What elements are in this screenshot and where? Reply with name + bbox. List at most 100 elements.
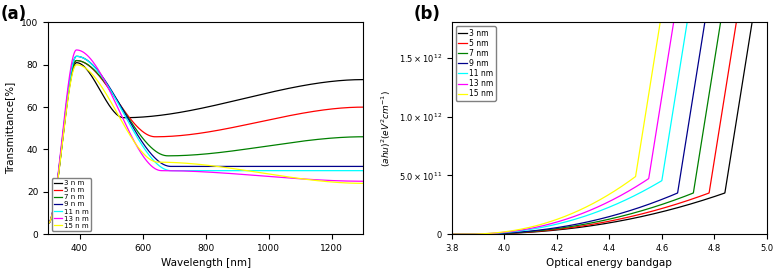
7 n m (72, 59, 81, 62)
Line: 13 nm: 13 nm (452, 16, 767, 234)
11 nm (753, 15, 763, 18)
15 nm (753, 15, 763, 18)
3 nm (762, 15, 771, 18)
13 nm (753, 15, 763, 18)
5 n m (72, 59, 81, 62)
11 n m (255, 169, 264, 172)
7 n m (230, 149, 239, 152)
9 nm (762, 15, 771, 18)
13 nm (464, 233, 473, 236)
7 nm (592, 220, 601, 224)
11 nm (447, 233, 456, 236)
3 n m (125, 116, 134, 119)
3 nm (464, 233, 473, 236)
Line: 9 nm: 9 nm (452, 16, 767, 234)
5 n m (186, 133, 196, 136)
11 nm (592, 210, 601, 214)
13 n m (100, 79, 109, 82)
X-axis label: Optical energy bandgap: Optical energy bandgap (546, 258, 672, 269)
13 n m (72, 48, 81, 52)
15 n m (125, 133, 134, 136)
7 n m (281, 142, 291, 145)
3 nm (601, 222, 610, 225)
5 nm (601, 220, 610, 224)
13 n m (125, 131, 134, 134)
3 n m (358, 78, 368, 81)
5 n m (281, 115, 291, 118)
9 nm (464, 233, 473, 236)
Line: 15 n m: 15 n m (48, 65, 363, 224)
3 nm (592, 223, 601, 227)
Y-axis label: $(ahu)^2(eV^2cm^{-1})$: $(ahu)^2(eV^2cm^{-1})$ (380, 90, 393, 167)
9 n m (255, 165, 264, 168)
11 n m (230, 169, 239, 172)
11 nm (683, 15, 693, 18)
3 nm (753, 15, 763, 18)
15 n m (281, 175, 291, 178)
3 nm (749, 15, 758, 18)
15 nm (464, 233, 473, 236)
11 n m (100, 79, 109, 82)
X-axis label: Wavelength [nm]: Wavelength [nm] (160, 258, 251, 269)
5 n m (255, 120, 264, 124)
Legend: 3 n m, 5 n m, 7 n m, 9 n m, 11 n m, 13 n m, 15 n m: 3 n m, 5 n m, 7 n m, 9 n m, 11 n m, 13 n… (51, 178, 91, 231)
9 n m (281, 165, 291, 168)
Line: 5 n m: 5 n m (48, 61, 363, 224)
13 n m (230, 172, 239, 175)
Text: (a): (a) (1, 5, 27, 24)
5 n m (44, 222, 53, 225)
5 nm (762, 15, 771, 18)
15 nm (696, 15, 705, 18)
Line: 13 n m: 13 n m (48, 50, 363, 224)
11 n m (358, 169, 368, 172)
15 n m (44, 222, 53, 225)
Text: (b): (b) (414, 5, 441, 24)
3 nm (447, 233, 456, 236)
11 nm (601, 207, 610, 210)
5 nm (695, 195, 704, 198)
3 n m (72, 61, 81, 64)
15 nm (657, 15, 666, 18)
7 n m (255, 145, 264, 149)
9 n m (125, 120, 134, 123)
13 nm (601, 202, 610, 205)
11 n m (186, 169, 196, 172)
7 n m (125, 118, 134, 121)
11 n m (72, 55, 81, 58)
3 n m (100, 96, 109, 99)
5 nm (753, 15, 763, 18)
3 n m (44, 222, 53, 225)
13 nm (696, 15, 705, 18)
7 nm (753, 15, 763, 18)
7 n m (186, 153, 196, 157)
7 n m (44, 222, 53, 225)
5 nm (753, 15, 763, 18)
9 nm (592, 218, 601, 221)
7 nm (464, 233, 473, 236)
11 nm (753, 15, 763, 18)
3 n m (255, 93, 264, 97)
15 nm (762, 15, 771, 18)
13 n m (358, 179, 368, 183)
Line: 11 n m: 11 n m (48, 56, 363, 224)
Line: 7 nm: 7 nm (452, 16, 767, 234)
11 n m (281, 169, 291, 172)
3 n m (230, 99, 239, 102)
9 n m (72, 55, 81, 58)
9 nm (753, 15, 763, 18)
15 n m (255, 171, 264, 174)
15 n m (100, 89, 109, 93)
15 nm (753, 15, 763, 18)
9 n m (230, 165, 239, 168)
13 n m (281, 176, 291, 179)
3 nm (695, 199, 704, 203)
Line: 3 nm: 3 nm (452, 16, 767, 234)
11 n m (125, 122, 134, 126)
9 n m (186, 165, 196, 168)
5 n m (125, 116, 134, 119)
Line: 7 n m: 7 n m (48, 61, 363, 224)
15 nm (601, 195, 610, 198)
7 n m (100, 80, 109, 84)
13 nm (670, 15, 679, 18)
3 n m (281, 87, 291, 91)
